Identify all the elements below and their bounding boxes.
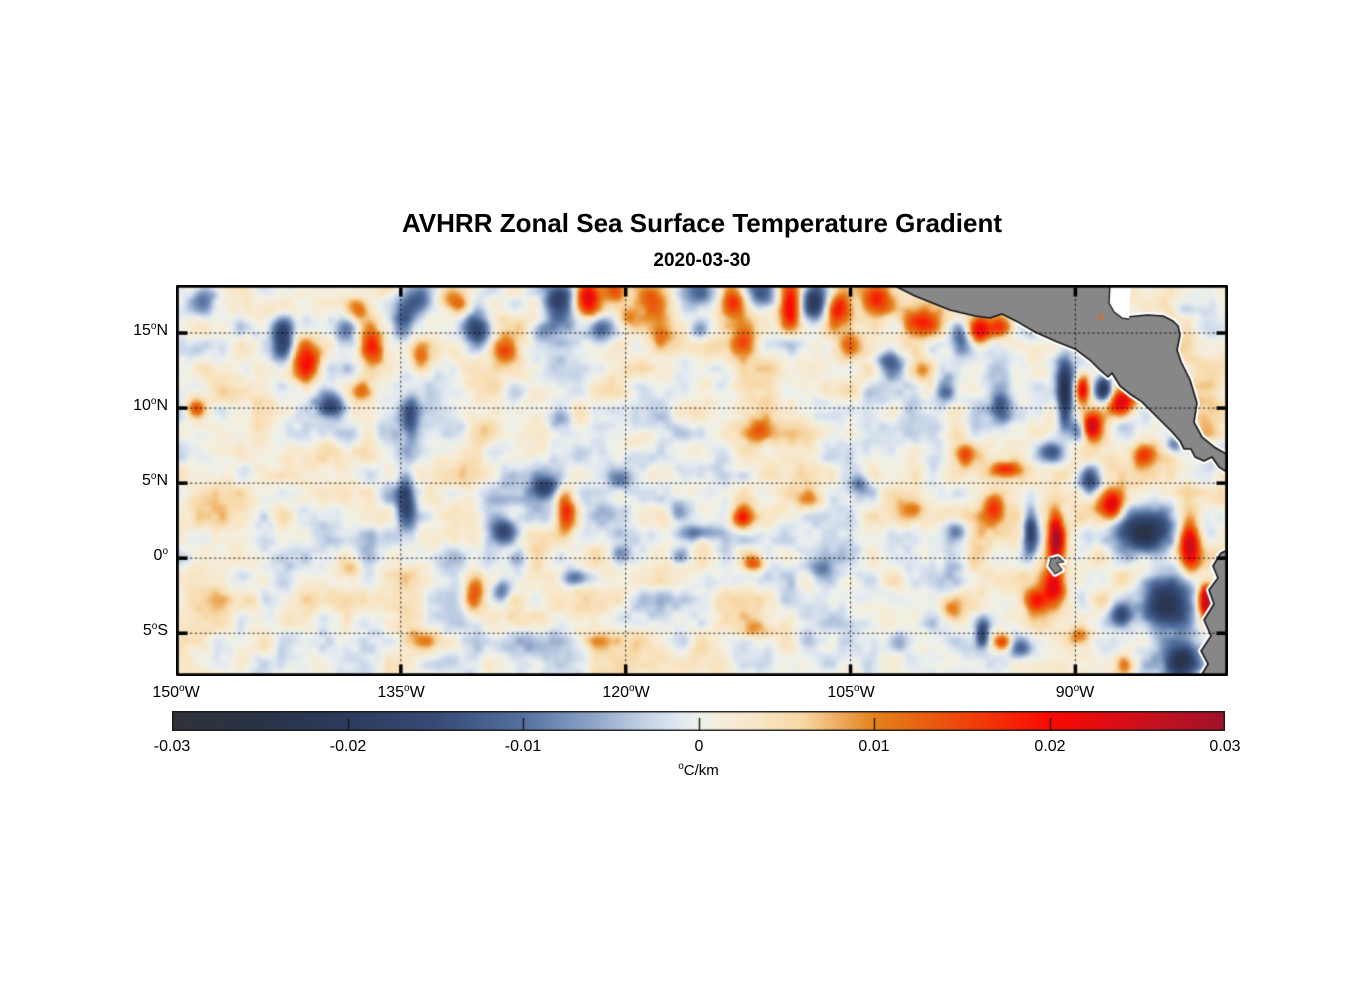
y-tick-label: 0o bbox=[153, 546, 168, 564]
colorbar-unit-label: oC/km bbox=[678, 761, 719, 779]
colorbar-tick-label: 0.03 bbox=[1209, 738, 1241, 755]
x-tick-label: 105oW bbox=[827, 683, 875, 701]
chart-date-subtitle: 2020-03-30 bbox=[653, 250, 751, 271]
y-tick-label: 10oN bbox=[133, 396, 168, 414]
chart-title: AVHRR Zonal Sea Surface Temperature Grad… bbox=[401, 208, 1003, 238]
x-tick-label: 150oW bbox=[152, 683, 200, 701]
y-tick-label: 15oN bbox=[133, 321, 168, 339]
colorbar-tick-label: 0.01 bbox=[858, 738, 890, 755]
y-tick-label: 5oS bbox=[142, 621, 168, 639]
x-tick-label: 120oW bbox=[602, 683, 650, 701]
colorbar bbox=[172, 711, 1225, 731]
x-tick-label: 135oW bbox=[377, 683, 425, 701]
colorbar-tick-label: -0.01 bbox=[504, 738, 542, 755]
sst-gradient-map bbox=[176, 285, 1228, 676]
colorbar-tick-label: 0 bbox=[694, 738, 704, 755]
colorbar-tick-label: -0.03 bbox=[153, 738, 191, 755]
y-tick-label: 5oN bbox=[141, 471, 168, 489]
colorbar-tick-label: -0.02 bbox=[329, 738, 367, 755]
x-tick-label: 90oW bbox=[1055, 683, 1095, 701]
colorbar-tick-label: 0.02 bbox=[1034, 738, 1066, 755]
